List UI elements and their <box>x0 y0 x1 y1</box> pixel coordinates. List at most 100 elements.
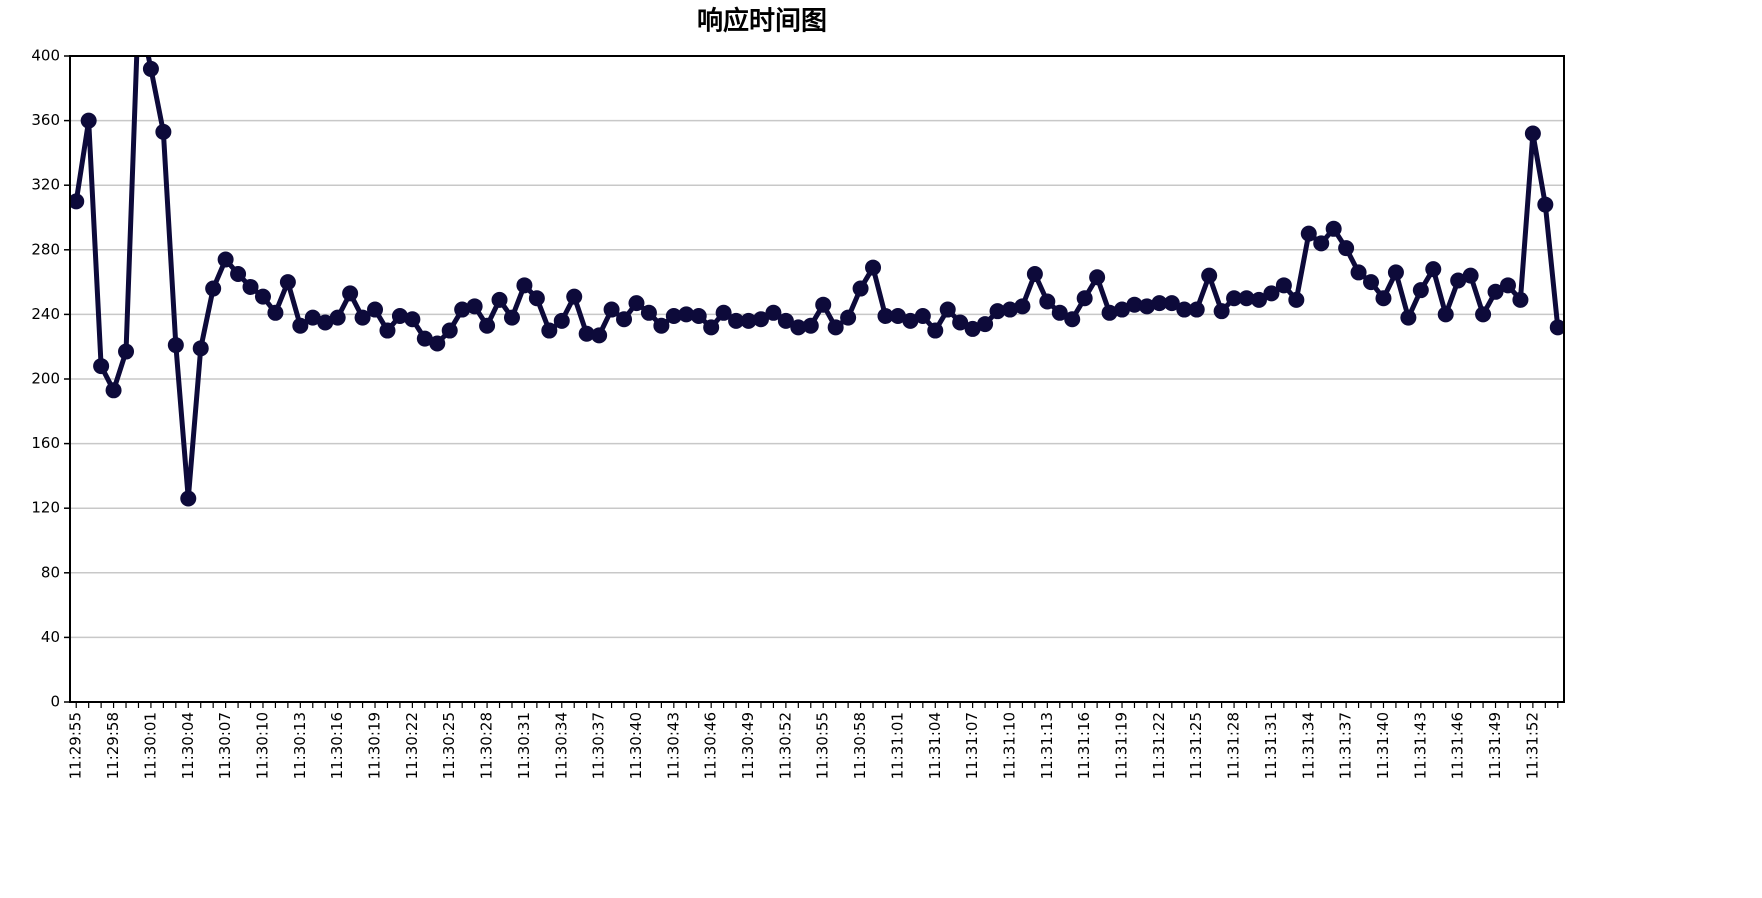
data-point <box>1524 125 1541 142</box>
x-tick-label: 11:30:25 <box>440 712 458 779</box>
data-point <box>441 322 458 339</box>
data-point <box>80 112 97 129</box>
data-point <box>765 304 782 321</box>
data-point <box>1537 196 1554 213</box>
data-point <box>1475 306 1492 323</box>
data-point <box>155 123 172 140</box>
data-point <box>1363 274 1380 291</box>
x-tick-label: 11:29:58 <box>104 712 122 779</box>
data-point <box>466 298 483 315</box>
x-tick-label: 11:30:55 <box>814 712 832 779</box>
data-point <box>665 308 682 325</box>
x-tick-label: 11:31:16 <box>1075 712 1093 779</box>
data-point <box>1089 269 1106 286</box>
data-point <box>180 490 197 507</box>
x-tick-label: 11:31:13 <box>1038 712 1056 779</box>
data-point <box>628 295 645 312</box>
data-point <box>367 301 384 318</box>
x-tick-label: 11:30:16 <box>328 712 346 779</box>
data-point <box>777 312 794 329</box>
x-tick-label: 11:31:46 <box>1449 712 1467 779</box>
data-point <box>740 312 757 329</box>
x-tick-label: 11:30:52 <box>776 712 794 779</box>
x-tick-label: 11:29:55 <box>67 712 85 779</box>
data-point <box>678 306 695 323</box>
chart-title: 响应时间图 <box>697 6 827 37</box>
data-point <box>1549 319 1564 336</box>
data-point <box>317 314 334 331</box>
data-point <box>329 309 346 326</box>
x-tick-label: 11:30:01 <box>141 712 159 779</box>
data-point <box>1101 304 1118 321</box>
data-point <box>852 280 869 297</box>
data-point <box>254 288 271 305</box>
data-point <box>603 301 620 318</box>
y-tick-label: 200 <box>31 370 60 388</box>
x-tick-label: 11:30:43 <box>664 712 682 779</box>
x-tick-label: 11:30:04 <box>179 712 197 779</box>
y-tick-label: 240 <box>31 305 60 323</box>
data-point <box>1400 309 1417 326</box>
data-point <box>802 317 819 334</box>
data-point <box>616 311 633 328</box>
data-point <box>865 259 882 276</box>
data-point <box>1138 298 1155 315</box>
x-tick-label: 11:31:19 <box>1113 712 1131 779</box>
x-tick-label: 11:30:22 <box>403 712 421 779</box>
data-point <box>416 330 433 347</box>
x-tick-label: 11:30:58 <box>851 712 869 779</box>
data-point <box>1250 291 1267 308</box>
data-point <box>130 0 146 16</box>
data-point <box>70 193 85 210</box>
data-point <box>902 312 919 329</box>
data-point <box>1226 290 1243 307</box>
y-tick-label: 0 <box>50 693 60 711</box>
data-point <box>429 335 446 352</box>
y-tick-label: 400 <box>31 47 60 65</box>
x-tick-label: 11:31:28 <box>1225 712 1243 779</box>
x-tick-label: 11:30:49 <box>739 712 757 779</box>
x-tick-label: 11:31:34 <box>1299 712 1317 779</box>
data-point <box>1387 264 1404 281</box>
data-point <box>304 309 321 326</box>
data-point <box>690 308 707 325</box>
data-point <box>1512 291 1529 308</box>
data-point <box>342 285 359 302</box>
data-point <box>964 320 981 337</box>
x-tick-label: 11:31:31 <box>1262 712 1280 779</box>
data-point <box>1412 282 1429 299</box>
data-point <box>242 278 259 295</box>
data-point <box>827 319 844 336</box>
data-point <box>1114 301 1131 318</box>
x-tick-label: 11:30:28 <box>478 712 496 779</box>
y-tick-label: 320 <box>31 176 60 194</box>
data-point <box>715 304 732 321</box>
data-point <box>528 290 545 307</box>
data-point <box>653 317 670 334</box>
data-point <box>391 308 408 325</box>
data-point <box>1238 290 1255 307</box>
data-point <box>977 316 994 333</box>
data-point <box>703 319 720 336</box>
data-point <box>1437 306 1454 323</box>
data-point <box>790 319 807 336</box>
data-point <box>591 327 608 344</box>
data-point <box>1350 264 1367 281</box>
x-tick-label: 11:31:49 <box>1486 712 1504 779</box>
data-point <box>1188 301 1205 318</box>
data-point <box>1026 266 1043 283</box>
data-point <box>279 274 296 291</box>
x-tick-label: 11:30:07 <box>216 712 234 779</box>
data-point <box>404 311 421 328</box>
y-tick-label: 120 <box>31 499 60 517</box>
data-point <box>1176 301 1193 318</box>
data-point <box>1064 311 1081 328</box>
data-point <box>1051 304 1068 321</box>
data-point <box>752 311 769 328</box>
x-tick-label: 11:31:40 <box>1374 712 1392 779</box>
x-tick-label: 11:30:40 <box>627 712 645 779</box>
data-point <box>1462 267 1479 284</box>
x-tick-label: 11:31:04 <box>926 712 944 779</box>
data-point <box>454 301 471 318</box>
data-point <box>142 60 159 77</box>
